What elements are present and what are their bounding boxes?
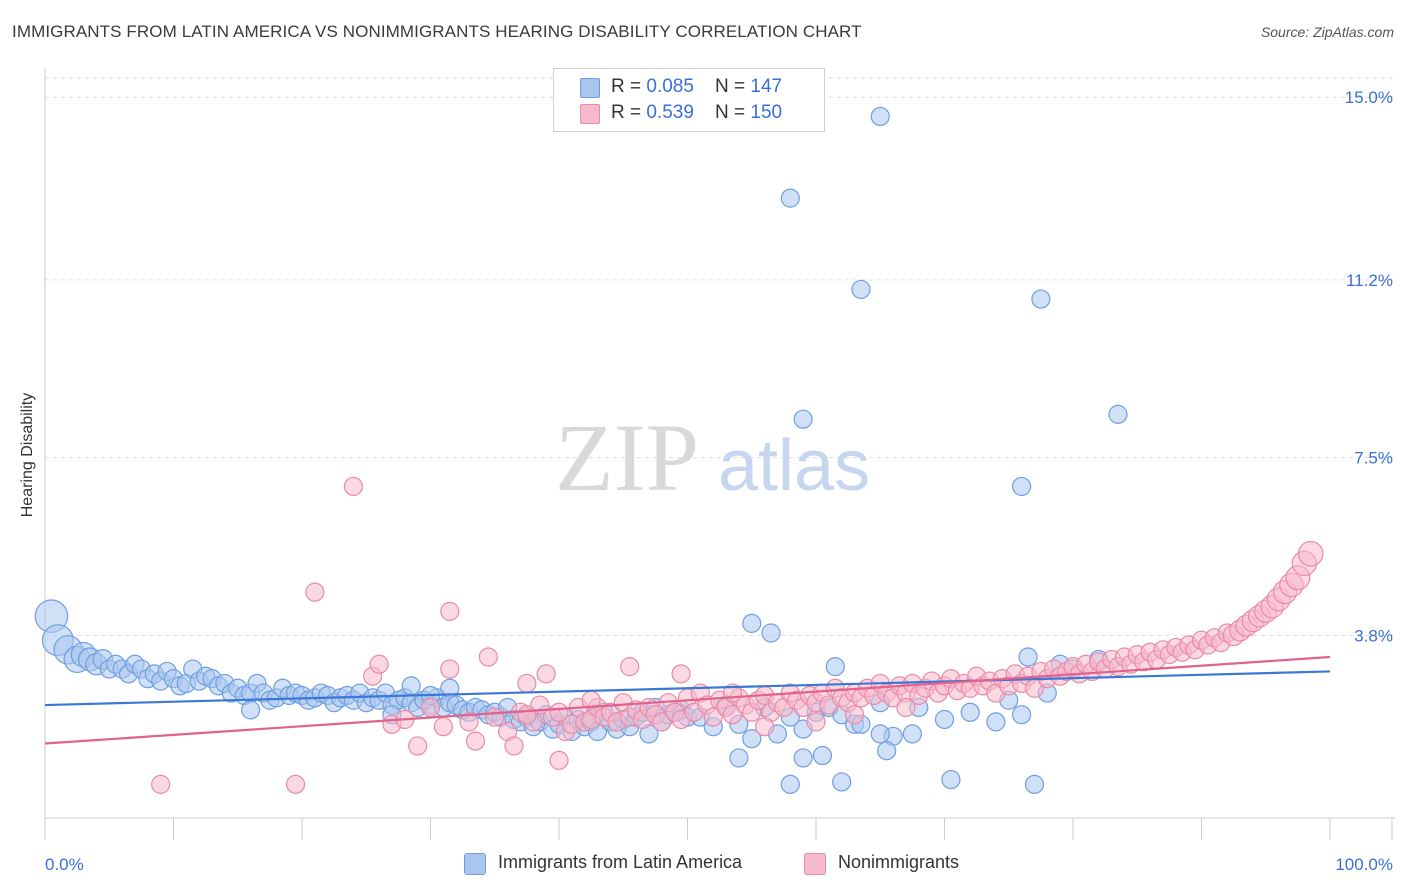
point-nonimmigrants — [536, 664, 556, 684]
x-tick-labels: 0.0% 100.0% — [45, 855, 1393, 874]
point-nonimmigrants — [420, 697, 441, 718]
bottom-legend-swatch-immigrants — [464, 853, 486, 875]
point-immigrants — [851, 279, 871, 300]
axes — [44, 68, 1395, 840]
y-tick-label: 3.8% — [1354, 626, 1393, 645]
data-points — [34, 106, 1324, 794]
y-tick-label: 15.0% — [1345, 88, 1393, 107]
point-immigrants — [1011, 705, 1032, 725]
stats-legend: R = 0.085 N = 147 R = 0.539 N = 150 — [553, 68, 825, 132]
point-nonimmigrants — [517, 705, 537, 725]
point-nonimmigrants — [151, 774, 171, 794]
point-immigrants — [934, 709, 955, 730]
point-immigrants — [401, 676, 421, 696]
legend-n-label: N = — [715, 102, 751, 123]
point-nonimmigrants — [440, 659, 460, 679]
point-nonimmigrants — [703, 707, 723, 727]
point-immigrants — [1018, 647, 1038, 667]
y-tick-label: 11.2% — [1346, 271, 1393, 290]
trend-line-immigrants — [44, 670, 1331, 707]
point-immigrants — [793, 409, 813, 429]
point-nonimmigrants — [459, 712, 479, 732]
point-immigrants — [832, 772, 852, 792]
watermark-zip: ZIP — [555, 404, 699, 511]
point-nonimmigrants — [806, 712, 826, 732]
point-nonimmigrants — [671, 664, 691, 684]
y-tick-label: 7.5% — [1354, 449, 1393, 468]
point-immigrants — [742, 613, 762, 633]
point-nonimmigrants — [754, 717, 775, 737]
watermark: ZIP atlas — [555, 404, 870, 511]
point-immigrants — [1031, 289, 1051, 309]
legend-swatch-immigrants — [580, 78, 600, 98]
point-immigrants — [780, 188, 800, 208]
grid-lines — [45, 77, 1395, 636]
watermark-atlas: atlas — [718, 426, 870, 506]
point-immigrants — [986, 712, 1006, 732]
legend-r-value: 0.539 — [646, 102, 694, 123]
point-immigrants — [780, 774, 800, 794]
legend-n-value: 150 — [750, 102, 783, 123]
point-nonimmigrants — [549, 750, 569, 770]
legend-n-value: 147 — [750, 76, 783, 97]
point-nonimmigrants — [652, 712, 672, 732]
legend-r-label: R = — [611, 76, 647, 97]
point-nonimmigrants — [896, 697, 916, 718]
point-nonimmigrants — [305, 582, 325, 602]
point-immigrants — [825, 657, 845, 677]
point-immigrants — [440, 678, 460, 698]
point-nonimmigrants — [369, 654, 389, 674]
point-nonimmigrants — [343, 476, 363, 497]
x-tick-label: 100.0% — [1335, 855, 1393, 874]
point-nonimmigrants — [440, 601, 460, 621]
trend-line-nonimmigrants — [44, 655, 1331, 745]
point-immigrants — [241, 700, 261, 720]
point-nonimmigrants — [478, 647, 498, 667]
point-nonimmigrants — [844, 705, 865, 725]
point-immigrants — [1011, 476, 1032, 497]
point-immigrants — [941, 769, 961, 790]
trend-lines — [44, 655, 1331, 745]
point-immigrants — [1024, 774, 1045, 794]
legend-r-label: R = — [611, 102, 647, 123]
point-nonimmigrants — [285, 774, 306, 794]
point-immigrants — [960, 702, 980, 722]
point-nonimmigrants — [465, 731, 486, 751]
point-nonimmigrants — [1297, 540, 1324, 567]
point-immigrants — [761, 623, 781, 643]
bottom-legend-label-immigrants: Immigrants from Latin America — [498, 852, 743, 872]
point-nonimmigrants — [433, 717, 453, 737]
point-immigrants — [902, 724, 922, 744]
bottom-legend-label-nonimmigrants: Nonimmigrants — [838, 852, 960, 872]
point-nonimmigrants — [504, 736, 524, 756]
point-nonimmigrants — [408, 736, 428, 756]
point-immigrants — [812, 745, 833, 766]
point-nonimmigrants — [620, 657, 640, 677]
legend-swatch-nonimmigrants — [580, 104, 600, 124]
point-nonimmigrants — [517, 673, 537, 694]
point-immigrants — [870, 106, 890, 127]
point-immigrants — [1108, 404, 1128, 424]
y-tick-labels: 3.8% 7.5% 11.2% 15.0% — [1345, 88, 1393, 645]
point-nonimmigrants — [485, 707, 505, 727]
chart-title: IMMIGRANTS FROM LATIN AMERICA VS NONIMMI… — [12, 22, 862, 41]
x-tick-label: 0.0% — [45, 855, 84, 874]
point-nonimmigrants — [722, 705, 743, 725]
point-immigrants — [742, 729, 762, 749]
legend-n-label: N = — [715, 76, 751, 97]
legend-r-value: 0.085 — [646, 76, 694, 97]
point-immigrants — [793, 748, 813, 768]
point-immigrants — [870, 724, 890, 744]
source-label: Source: ZipAtlas.com — [1260, 24, 1394, 40]
point-immigrants — [729, 748, 749, 768]
point-immigrants — [877, 741, 897, 761]
bottom-legend-swatch-nonimmigrants — [804, 853, 826, 875]
